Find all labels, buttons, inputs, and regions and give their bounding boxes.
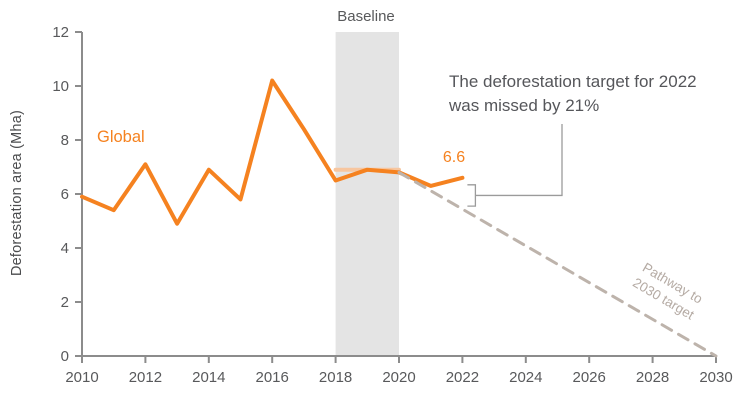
y-tick-label: 2 — [61, 294, 69, 311]
x-tick-label: 2012 — [129, 369, 162, 386]
y-axis-title: Deforestation area (Mha) — [9, 110, 25, 276]
pathway-dashed-line — [397, 170, 718, 358]
baseline-band-label: Baseline — [337, 8, 395, 25]
x-tick-label: 2020 — [382, 369, 415, 386]
x-tick-label: 2030 — [699, 369, 732, 386]
x-tick-label: 2014 — [192, 369, 225, 386]
callout-annotation: The deforestation target for 2022 was mi… — [449, 72, 697, 116]
y-tick-label: 8 — [61, 132, 69, 149]
x-tick-label: 2016 — [256, 369, 289, 386]
x-tick-label: 2018 — [319, 369, 352, 386]
y-tick-label: 12 — [52, 24, 69, 41]
y-tick-label: 10 — [52, 78, 69, 95]
baseline-band — [335, 32, 399, 356]
y-tick-label: 4 — [61, 240, 69, 257]
x-tick-label: 2028 — [636, 369, 669, 386]
series-label-global: Global — [97, 128, 145, 146]
x-tick-label: 2024 — [509, 369, 542, 386]
callout-connector-line — [475, 124, 563, 197]
x-tick-label: 2010 — [65, 369, 98, 386]
endpoint-value-label: 6.6 — [442, 149, 466, 166]
y-tick-label: 6 — [61, 186, 69, 203]
series-global-line — [80, 78, 465, 226]
gap-bracket — [467, 184, 477, 207]
x-tick-label: 2026 — [573, 369, 606, 386]
x-tick-label: 2022 — [446, 369, 479, 386]
y-tick-label: 0 — [61, 348, 69, 365]
